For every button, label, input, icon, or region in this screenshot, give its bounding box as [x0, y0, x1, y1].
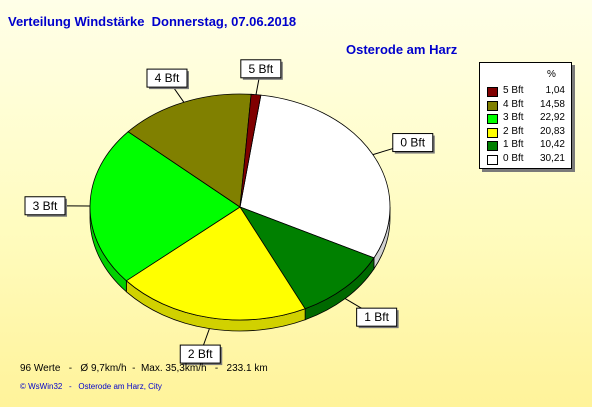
slice-label-text: 0 Bft	[400, 136, 425, 150]
slice-label-text: 1 Bft	[364, 310, 389, 324]
pie-slice-2-bft	[125, 206, 306, 321]
legend-label: 0 Bft	[503, 152, 524, 164]
legend-swatch	[487, 154, 498, 165]
summary-footer: 96 Werte - Ø 9,7km/h - Max. 35,3km/h - 2…	[20, 363, 268, 374]
legend-swatch	[487, 100, 498, 111]
legend-value: 20,83	[539, 125, 565, 137]
callout-box	[146, 68, 188, 88]
copyright-text: © WsWin32 - Osterode am Harz, City	[20, 382, 162, 391]
chart-subtitle: Osterode am Harz	[346, 42, 458, 57]
callout-box	[356, 307, 398, 327]
slice-label: 4 Bft	[146, 68, 189, 103]
callout-box	[179, 344, 221, 364]
callout-box	[392, 133, 434, 153]
legend-item: 0 Bft 30,21	[487, 153, 567, 166]
legend-item: 3 Bft 22,92	[487, 112, 567, 125]
legend-swatch	[487, 114, 498, 124]
legend: % 5 Bft 1,04 4 Bft 14,58 3 Bft 22,92 2 Bft 20,8…	[479, 62, 572, 169]
pie-slice-3-bft	[89, 131, 241, 282]
slice-label: 2 Bft	[179, 328, 223, 366]
legend-value: 22,92	[539, 112, 565, 123]
chart-title: Verteilung Windstärke Donnerstag, 07.06.…	[8, 14, 297, 29]
slice-label-text: 3 Bft	[33, 199, 58, 213]
legend-swatch	[487, 141, 498, 151]
pie-slice-1-bft	[239, 206, 375, 310]
slice-label: 1 Bft	[344, 298, 399, 329]
legend-label: 5 Bft	[503, 85, 524, 96]
pie-top-group	[89, 93, 391, 321]
callout-box	[24, 196, 66, 216]
legend-label: 4 Bft	[503, 98, 524, 110]
callout-box	[240, 59, 282, 79]
legend-value: 30,21	[539, 152, 565, 164]
slice-label-text: 2 Bft	[188, 347, 213, 361]
slice-label-text: 5 Bft	[248, 62, 273, 76]
legend-swatch	[487, 127, 498, 138]
slice-label: 0 Bft	[372, 133, 435, 156]
legend-item: 4 Bft 14,58	[487, 99, 567, 112]
slice-labels: 0 Bft 1 Bft 2 Bft 3 Bft 4 Bft 5 Bft	[24, 59, 435, 366]
legend-value: 10,42	[539, 139, 565, 150]
slice-label: 3 Bft	[24, 196, 91, 217]
legend-item: 2 Bft 20,83	[487, 126, 567, 139]
legend-label: 1 Bft	[503, 139, 524, 150]
pie-slice-4-bft	[127, 93, 252, 208]
slice-label-text: 4 Bft	[155, 71, 180, 85]
legend-label: 2 Bft	[503, 125, 524, 137]
legend-item: 5 Bft 1,04	[487, 85, 567, 98]
legend-header: %	[547, 69, 556, 80]
slice-label: 5 Bft	[240, 59, 283, 95]
legend-item: 1 Bft 10,42	[487, 139, 567, 152]
legend-swatch	[487, 87, 498, 97]
legend-value: 14,58	[539, 98, 565, 110]
legend-value: 1,04	[545, 85, 565, 96]
legend-label: 3 Bft	[503, 112, 524, 123]
